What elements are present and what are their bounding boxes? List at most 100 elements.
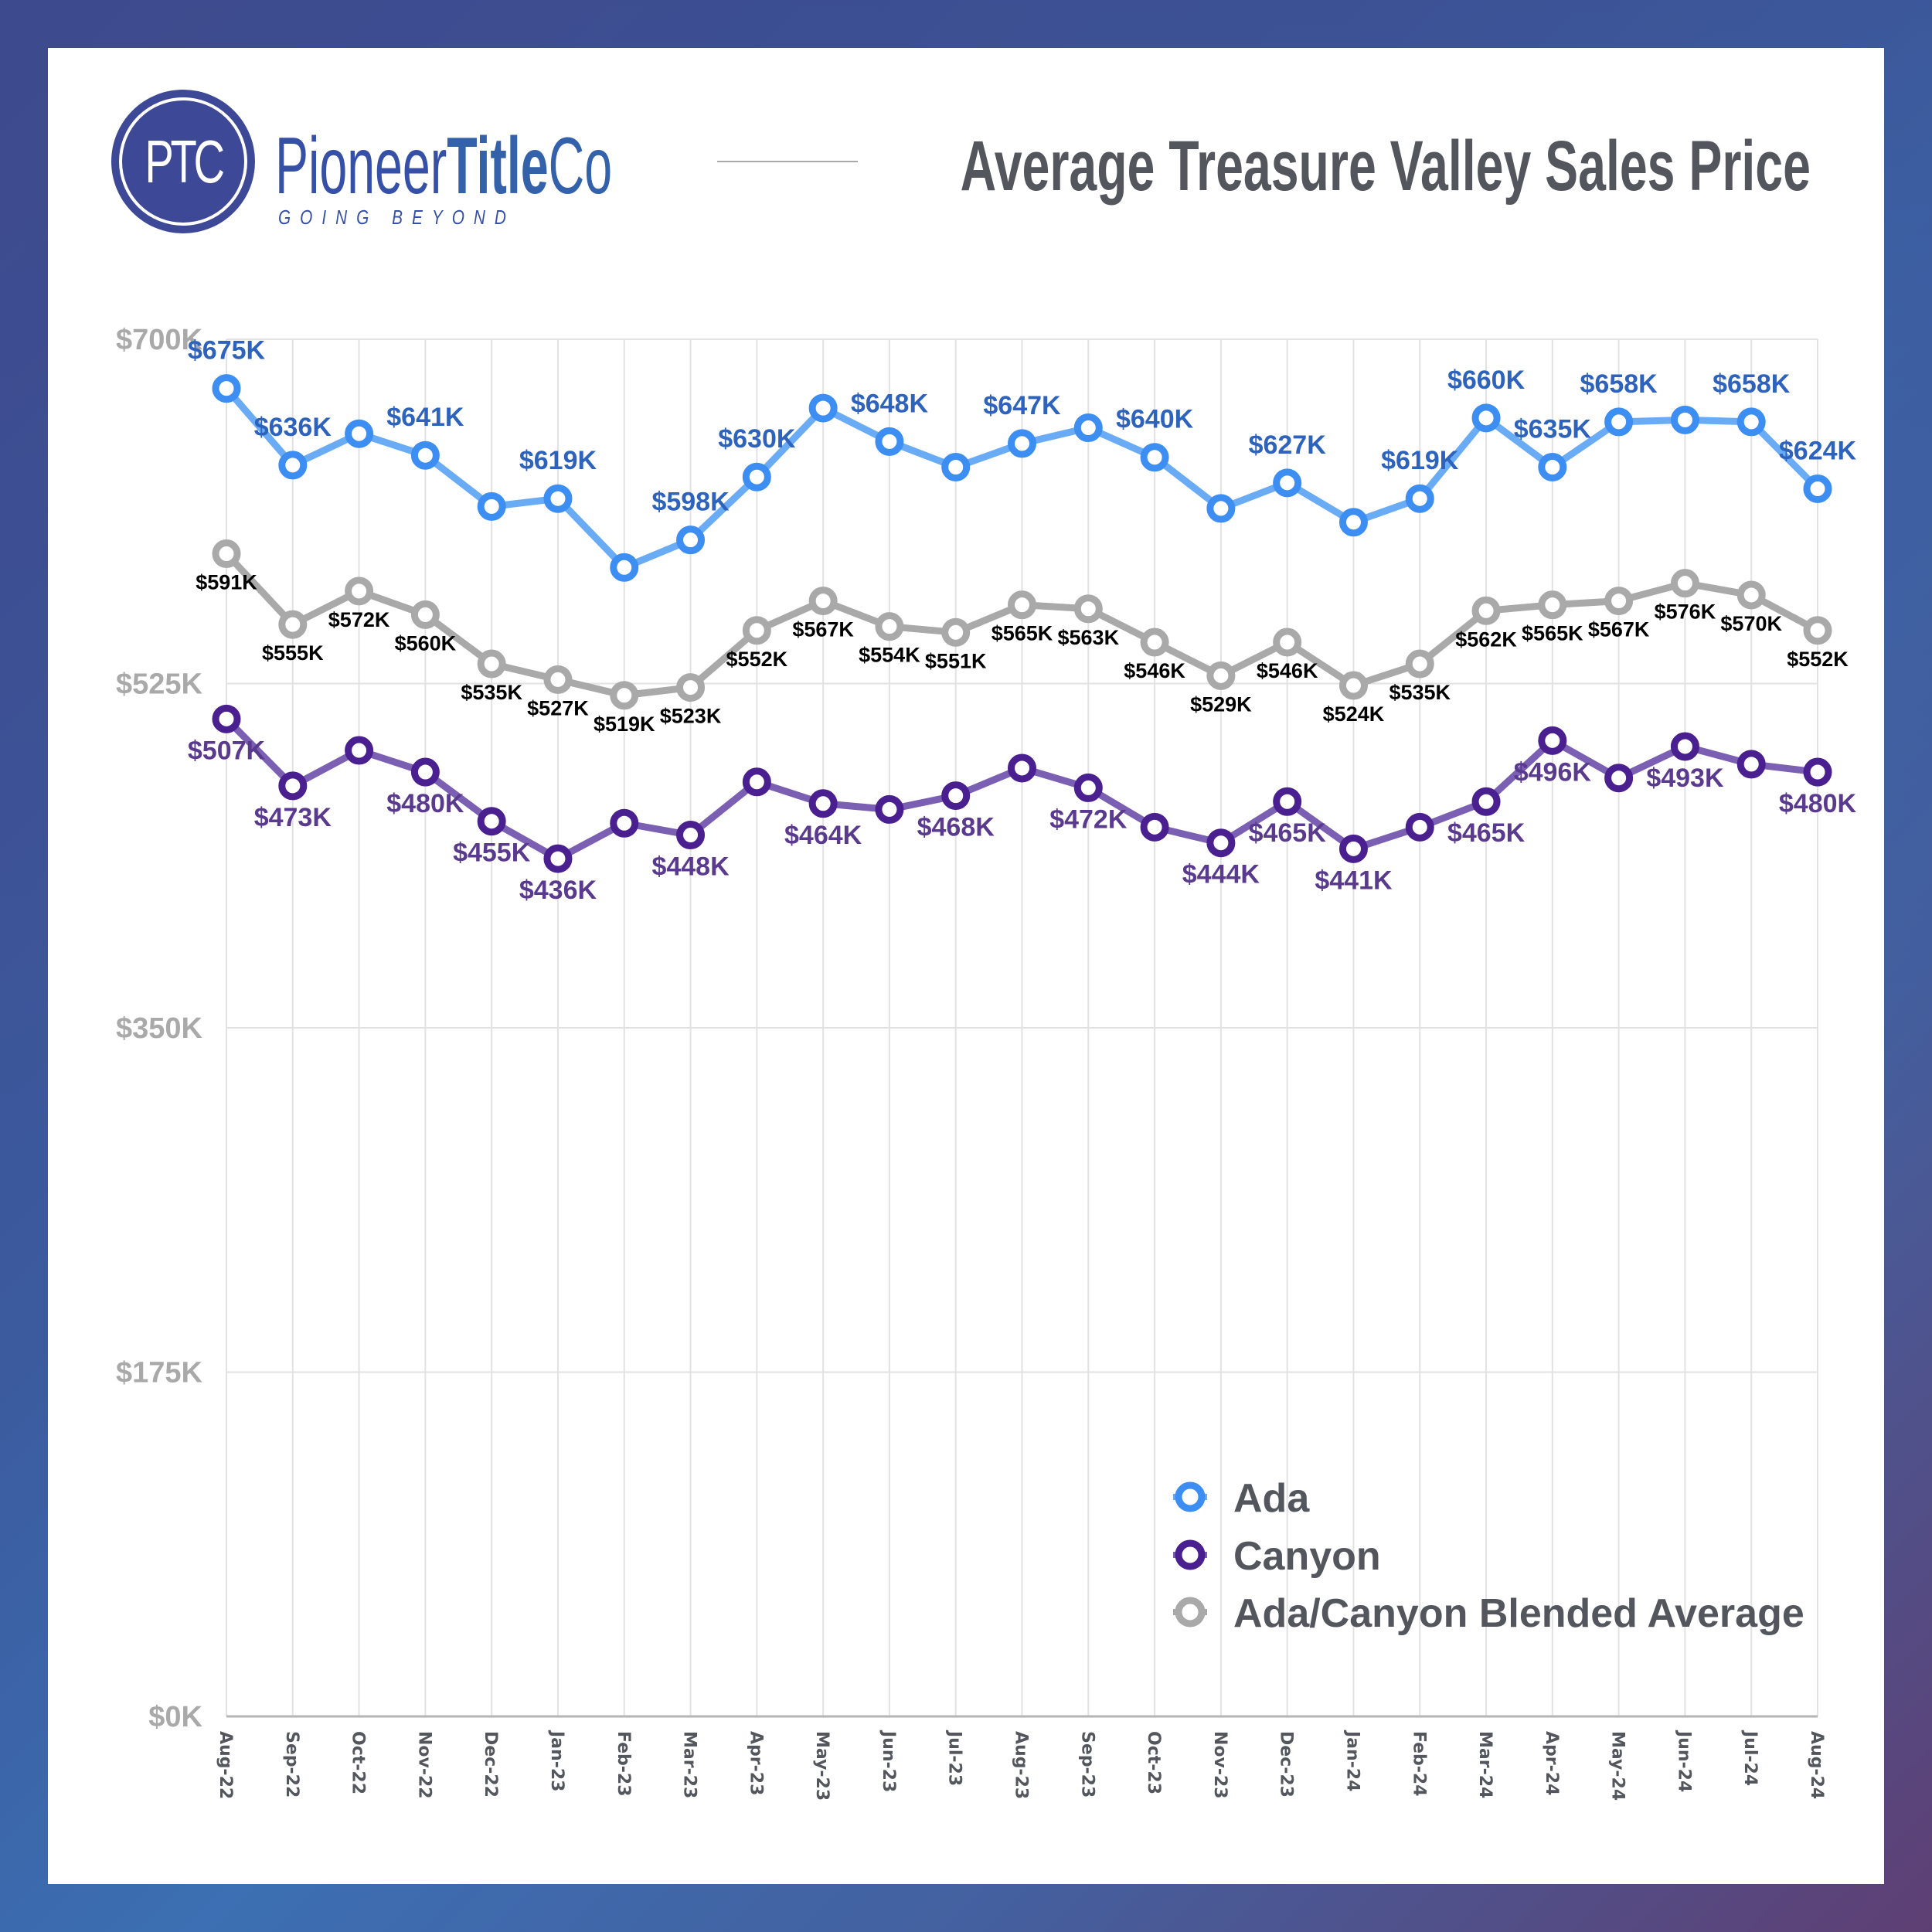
canyon-data-label: $472K	[1049, 804, 1128, 834]
blend-data-point	[610, 681, 639, 710]
blend-data-point	[1803, 616, 1832, 645]
canyon-data-point	[875, 794, 904, 824]
ada-data-point	[1471, 403, 1501, 433]
series-layer	[212, 374, 1832, 873]
canyon-data-point	[1471, 787, 1501, 816]
canyon-data-label: $444K	[1182, 860, 1260, 889]
x-tick-label: Jul-24	[1740, 1730, 1760, 1786]
ada-data-label: $675K	[188, 336, 266, 366]
blend-data-label: $565K	[992, 622, 1053, 645]
ada-data-label: $635K	[1514, 414, 1592, 444]
canyon-data-label: $480K	[1779, 789, 1857, 818]
ada-data-point	[1405, 484, 1434, 513]
canyon-data-label: $448K	[651, 852, 730, 882]
ada-data-label: $658K	[1713, 369, 1791, 399]
blend-data-label: $554K	[859, 644, 920, 667]
ada-data-label: $658K	[1580, 369, 1658, 399]
canyon-data-point	[345, 736, 374, 765]
canyon-data-point	[1538, 726, 1567, 755]
blend-data-label: $567K	[1588, 618, 1650, 641]
brand-suffix: Co	[548, 121, 613, 211]
legend-canyon-marker-icon	[1175, 1539, 1206, 1570]
ada-data-point	[212, 374, 241, 403]
legend-canyon-label: Canyon	[1233, 1534, 1381, 1579]
canyon-data-point	[1604, 764, 1634, 793]
x-tick-label: Jul-23	[945, 1730, 964, 1786]
ada-data-label: $636K	[254, 413, 332, 442]
blend-data-point	[1206, 661, 1236, 690]
ada-data-point	[477, 492, 506, 521]
blend-data-point	[1405, 649, 1434, 679]
logo-initials: PTC	[145, 128, 225, 196]
canyon-data-point	[543, 844, 573, 873]
ada-data-point	[410, 440, 440, 470]
canyon-data-point	[610, 808, 639, 838]
x-tick-label: Mar-24	[1475, 1731, 1495, 1798]
ada-data-label: $647K	[983, 391, 1061, 420]
ada-data-point	[1338, 508, 1368, 537]
ada-data-label: $619K	[519, 446, 597, 475]
blend-data-point	[1736, 580, 1766, 610]
x-tick-label: Oct-23	[1144, 1731, 1163, 1794]
blend-data-label: $529K	[1190, 692, 1252, 716]
canyon-data-label: $464K	[784, 821, 862, 850]
canyon-data-point	[941, 781, 971, 811]
x-tick-label: Feb-23	[614, 1731, 633, 1797]
ada-data-label: $598K	[651, 488, 730, 517]
x-tick-label: Jun-23	[879, 1730, 898, 1792]
ada-data-point	[1538, 452, 1567, 481]
ada-data-point	[543, 484, 573, 513]
blend-data-point	[742, 616, 771, 645]
blend-data-label: $523K	[660, 705, 722, 728]
brand-regular: Pioneer	[275, 121, 447, 211]
blend-data-label: $551K	[925, 649, 987, 672]
blend-data-point	[941, 617, 971, 647]
canyon-data-point	[1206, 828, 1236, 858]
blend-data-label: $546K	[1124, 659, 1185, 682]
blend-data-label: $552K	[726, 648, 788, 671]
x-tick-label: Jan-23	[547, 1730, 566, 1791]
ada-data-point	[742, 462, 771, 492]
x-tick-label: Mar-23	[680, 1731, 699, 1798]
canyon-data-label: $468K	[917, 813, 995, 842]
blend-data-point	[676, 673, 706, 702]
canyon-data-point	[1273, 787, 1302, 816]
chart-panel	[48, 48, 1884, 1884]
canyon-data-label: $473K	[254, 803, 332, 832]
canyon-data-point	[1736, 750, 1766, 779]
ada-data-point	[278, 451, 308, 480]
legend-blend-marker-icon	[1175, 1597, 1206, 1628]
canyon-data-point	[676, 821, 706, 850]
ada-data-label: $648K	[851, 389, 929, 418]
blend-data-label: $562K	[1455, 628, 1517, 651]
canyon-data-point	[1405, 812, 1434, 842]
canyon-data-point	[1338, 834, 1368, 863]
canyon-data-label: $496K	[1514, 757, 1592, 787]
x-tick-label: Aug-22	[216, 1731, 235, 1799]
canyon-data-label: $455K	[453, 838, 531, 868]
canyon-data-point	[742, 767, 771, 797]
canyon-data-point	[278, 771, 308, 801]
x-tick-label: Jan-24	[1342, 1730, 1362, 1791]
canyon-data-label: $436K	[519, 876, 597, 905]
gridlines	[226, 338, 1818, 1718]
ada-data-point	[1206, 494, 1236, 523]
x-tick-label: Dec-22	[481, 1731, 500, 1798]
blend-data-point	[1338, 671, 1368, 700]
ada-data-label: $619K	[1381, 446, 1459, 475]
x-tick-label: May-23	[812, 1731, 832, 1801]
ada-data-label: $627K	[1249, 430, 1327, 460]
ptc-logo-icon: PTC	[111, 90, 255, 233]
blend-data-point	[477, 649, 506, 679]
blend-data-label: $524K	[1323, 702, 1385, 726]
ada-data-label: $624K	[1779, 436, 1857, 465]
ada-data-point	[1670, 405, 1699, 434]
blend-data-point	[875, 612, 904, 641]
y-tick-label: $175K	[116, 1357, 203, 1389]
blend-data-point	[278, 610, 308, 639]
x-tick-label: Jun-24	[1674, 1730, 1693, 1792]
ada-data-point	[345, 419, 374, 448]
ada-data-point	[1140, 443, 1169, 472]
brand-name: PioneerTitleCo	[275, 124, 612, 209]
